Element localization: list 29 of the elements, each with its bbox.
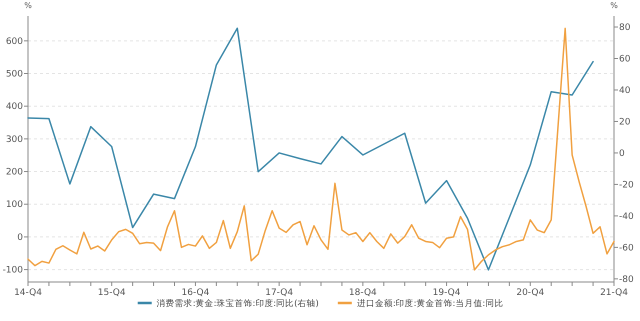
x-tick-label: 15-Q4 <box>98 288 126 298</box>
x-tick-label: 20-Q4 <box>516 288 544 298</box>
y-tick-label: 0 <box>17 232 24 243</box>
y-axis-title: % <box>24 1 32 10</box>
legend-label: 消费需求:黄金:珠宝首饰:印度:同比(右轴) <box>156 298 319 309</box>
y2-tick-label: 0 <box>619 148 625 159</box>
y2-tick-label: -80 <box>619 274 634 285</box>
y2-tick-label: 20 <box>619 117 631 128</box>
y-tick-label: -100 <box>2 266 24 276</box>
y-tick-label: 300 <box>6 134 24 145</box>
y-tick-label: 400 <box>6 102 24 112</box>
x-tick-label: 14-Q4 <box>14 288 42 298</box>
x-tick-label: 21-Q4 <box>600 288 628 298</box>
y2-tick-label: 80 <box>619 23 631 34</box>
y-tick-label: 600 <box>6 36 24 47</box>
legend-label: 进口金额:印度:黄金首饰:当月值:同比 <box>356 298 504 309</box>
y-tick-label: 100 <box>6 200 24 210</box>
y-tick-label: 200 <box>6 168 24 178</box>
y2-tick-label: -40 <box>619 212 634 222</box>
y2-tick-label: -20 <box>619 180 634 190</box>
y2-axis-title: % <box>610 1 618 10</box>
y2-tick-label: 40 <box>619 86 631 96</box>
y-tick-label: 500 <box>6 70 24 80</box>
x-tick-label: 16-Q4 <box>182 288 210 298</box>
y2-tick-label: 60 <box>619 54 631 64</box>
x-tick-label: 17-Q4 <box>265 288 294 298</box>
y2-tick-label: -60 <box>619 243 634 254</box>
x-tick-label: 18-Q4 <box>348 288 378 298</box>
x-tick-label: 19-Q4 <box>432 288 461 298</box>
